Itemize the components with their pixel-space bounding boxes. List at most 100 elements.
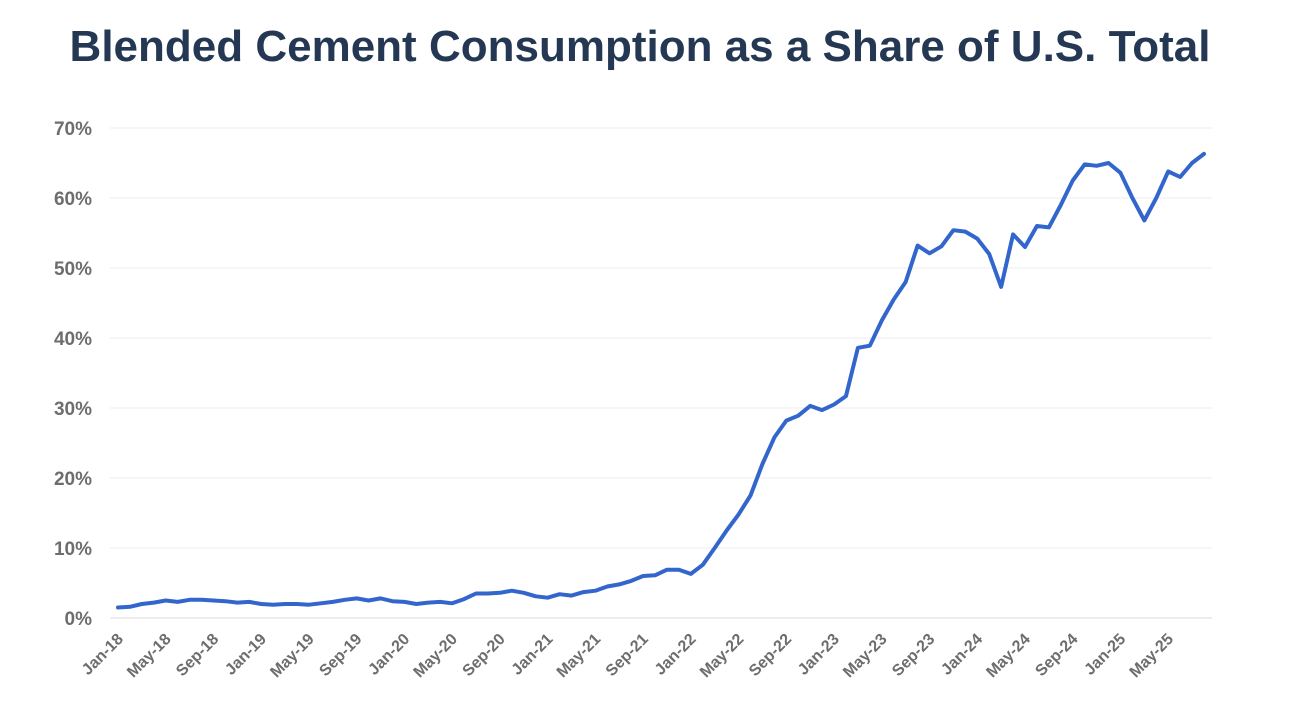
data-point	[522, 591, 526, 595]
data-point	[784, 419, 788, 423]
data-point	[176, 600, 180, 604]
y-axis-labels: 0% 10% 20% 30% 40% 50% 60% 70%	[54, 119, 92, 630]
data-point	[307, 603, 311, 607]
data-point	[438, 600, 442, 604]
y-tick-label: 40%	[54, 329, 92, 350]
data-point	[904, 280, 908, 284]
data-point	[116, 606, 120, 610]
data-point	[701, 563, 705, 567]
data-point	[928, 251, 932, 255]
x-tick-label: May-18	[124, 631, 174, 681]
x-tick-label: May-21	[554, 631, 604, 681]
data-point	[1142, 218, 1146, 222]
data-point	[975, 237, 979, 241]
x-tick-label: May-19	[267, 631, 317, 681]
x-tick-label: May-24	[983, 631, 1033, 681]
x-tick-label: Jan-22	[652, 631, 700, 679]
data-point	[1154, 196, 1158, 200]
data-point	[390, 599, 394, 603]
data-point	[593, 589, 597, 593]
data-point	[665, 568, 669, 572]
x-tick-label: Sep-19	[316, 631, 365, 680]
x-tick-label: Sep-22	[746, 631, 795, 680]
series-layer	[116, 151, 1206, 610]
data-point	[486, 592, 490, 596]
data-point	[474, 592, 478, 596]
chart-title: Blended Cement Consumption as a Share of…	[69, 22, 1211, 71]
data-point	[188, 598, 192, 602]
data-point	[1178, 175, 1182, 179]
data-point	[856, 346, 860, 350]
data-point	[200, 598, 204, 602]
data-point	[808, 404, 812, 408]
data-point	[140, 602, 144, 606]
data-point	[677, 568, 681, 572]
data-point	[402, 600, 406, 604]
data-point	[641, 574, 645, 578]
data-point	[223, 599, 227, 603]
data-point	[581, 590, 585, 594]
data-point	[1083, 162, 1087, 166]
data-point	[689, 572, 693, 576]
data-point	[1190, 161, 1194, 165]
data-point	[1202, 152, 1206, 156]
x-tick-label: Jan-25	[1081, 631, 1129, 679]
data-point	[1130, 196, 1134, 200]
data-point	[892, 298, 896, 302]
data-point	[916, 244, 920, 248]
data-point	[450, 601, 454, 605]
data-point	[617, 582, 621, 586]
data-point	[343, 598, 347, 602]
data-point	[725, 529, 729, 533]
data-point	[772, 435, 776, 439]
data-point	[1166, 169, 1170, 173]
x-tick-label: May-22	[697, 631, 747, 681]
data-point	[331, 600, 335, 604]
y-tick-label: 20%	[54, 469, 92, 490]
gridlines	[110, 127, 1212, 619]
y-tick-label: 50%	[54, 259, 92, 280]
data-point	[987, 252, 991, 256]
data-point	[820, 408, 824, 412]
x-tick-label: May-23	[840, 631, 890, 681]
data-point	[235, 601, 239, 605]
data-point	[1118, 171, 1122, 175]
data-point	[1047, 225, 1051, 229]
data-point	[1095, 164, 1099, 168]
data-point	[128, 605, 132, 609]
data-point	[653, 573, 657, 577]
x-tick-label: Jan-20	[365, 631, 413, 679]
data-point	[999, 285, 1003, 289]
data-point	[355, 596, 359, 600]
data-point	[796, 414, 800, 418]
data-point	[939, 244, 943, 248]
x-tick-label: Sep-23	[889, 631, 938, 680]
data-point	[749, 494, 753, 498]
y-tick-label: 0%	[65, 609, 93, 630]
data-point	[510, 589, 514, 593]
data-point	[569, 594, 573, 598]
data-point	[379, 596, 383, 600]
x-tick-label: Sep-20	[460, 631, 509, 680]
x-tick-label: Jan-23	[795, 631, 843, 679]
data-point	[259, 602, 263, 606]
x-tick-label: May-25	[1127, 631, 1177, 681]
x-tick-label: Sep-21	[603, 631, 652, 680]
data-point	[414, 602, 418, 606]
data-point	[951, 228, 955, 232]
data-point	[283, 602, 287, 606]
data-point	[426, 601, 430, 605]
data-point	[605, 585, 609, 589]
data-point	[868, 344, 872, 348]
data-point	[737, 512, 741, 516]
data-point	[367, 599, 371, 603]
data-point	[844, 394, 848, 398]
x-tick-label: Sep-24	[1032, 631, 1081, 680]
data-point	[760, 462, 764, 466]
data-point	[1035, 224, 1039, 228]
data-point	[546, 596, 550, 600]
data-point	[1011, 232, 1015, 236]
data-point	[319, 601, 323, 605]
